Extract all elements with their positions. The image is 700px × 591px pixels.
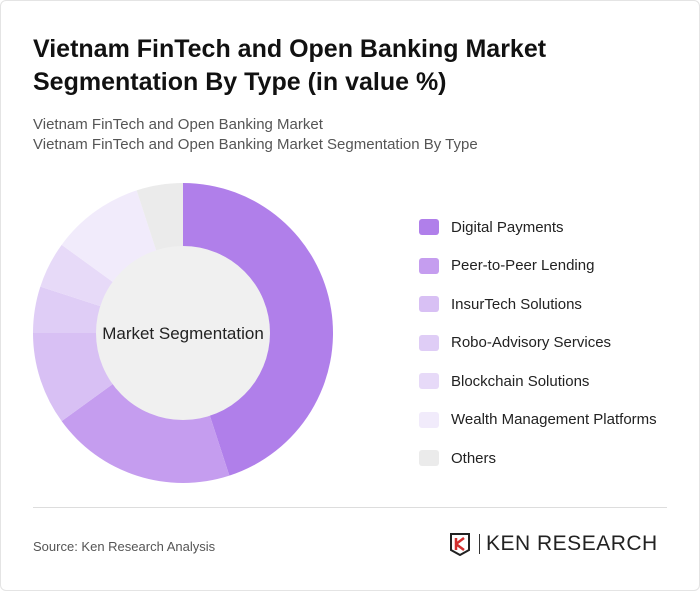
legend-item: Peer-to-Peer Lending [419, 247, 657, 286]
legend-item: Wealth Management Platforms [419, 401, 657, 440]
donut-chart: Market Segmentation [33, 183, 334, 484]
logo-text: KEN RESEARCH [479, 533, 658, 554]
legend-swatch [419, 296, 439, 313]
chart-subtitle: Vietnam FinTech and Open Banking Market [33, 116, 323, 133]
legend-swatch [419, 373, 439, 390]
ken-research-logo: KEN RESEARCH [449, 532, 658, 556]
legend-item: Others [419, 439, 657, 478]
logo-icon [450, 533, 470, 556]
legend-swatch [419, 411, 439, 428]
legend-swatch [419, 257, 439, 274]
source-text: Source: Ken Research Analysis [33, 539, 216, 554]
legend-swatch [419, 450, 439, 467]
donut-hole [96, 246, 270, 420]
legend: Digital Payments Peer-to-Peer Lending Insu… [419, 208, 657, 478]
legend-label: Peer-to-Peer Lending [451, 257, 595, 275]
chart-subtitle-2: Vietnam FinTech and Open Banking Market … [33, 136, 478, 153]
chart-title: Vietnam FinTech and Open Banking Market … [33, 35, 547, 96]
legend-swatch [419, 219, 439, 236]
legend-label: Digital Payments [451, 218, 564, 236]
legend-label: Others [451, 449, 497, 467]
divider [33, 507, 667, 508]
center-label: Market Segmentation [102, 324, 264, 343]
legend-item: InsurTech Solutions [419, 285, 657, 324]
legend-label: Wealth Management Platforms [451, 411, 657, 429]
legend-item: Digital Payments [419, 208, 657, 247]
legend-label: Robo-Advisory Services [451, 334, 612, 352]
legend-item: Robo-Advisory Services [419, 324, 657, 363]
legend-swatch [419, 334, 439, 351]
legend-label: Blockchain Solutions [451, 372, 590, 390]
legend-item: Blockchain Solutions [419, 362, 657, 401]
legend-label: InsurTech Solutions [451, 295, 582, 313]
